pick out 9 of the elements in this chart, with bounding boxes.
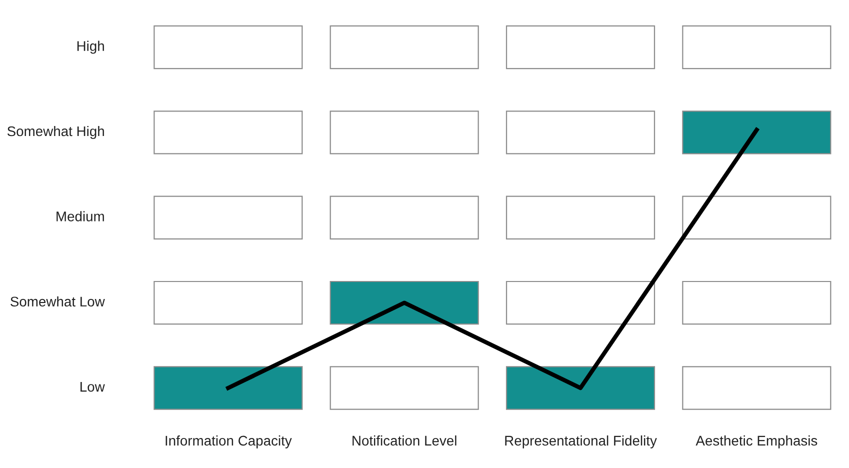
text: Low [80, 382, 105, 392]
x-tick-label: Notification Level [352, 435, 456, 446]
text: Medium [56, 211, 104, 222]
text: High [77, 40, 104, 54]
x-tick-label: Representational Fidelity [505, 435, 657, 448]
x-tick-label: Aesthetic Emphasis [696, 435, 818, 448]
text: Somewhat High [7, 126, 104, 139]
x-tick-label: Information Capacity [166, 435, 292, 448]
text: Somewhat Low [10, 296, 105, 307]
